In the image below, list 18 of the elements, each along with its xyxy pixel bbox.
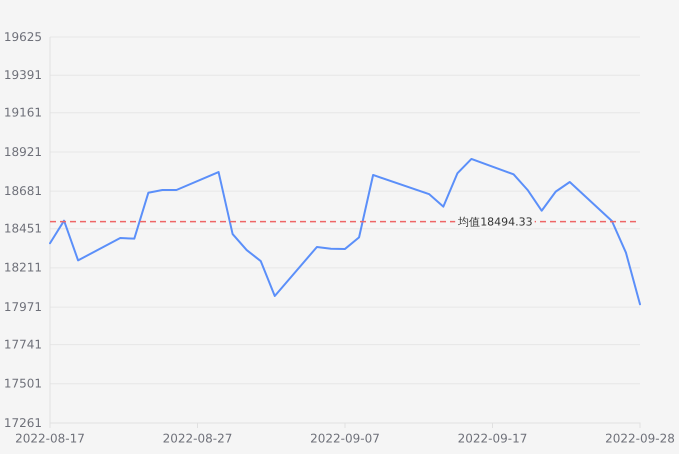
x-tick-label: 2022-09-07 [310, 432, 380, 446]
y-tick-label: 17741 [4, 337, 42, 352]
ref-line-label: 均值18494.33 [457, 215, 533, 228]
y-tick-label: 18451 [4, 222, 42, 236]
line-series [49, 158, 641, 306]
y-tick-label: 17501 [4, 376, 42, 391]
y-tick-label: 19391 [4, 68, 42, 82]
y-tick-label: 19161 [4, 106, 42, 120]
y-tick-label: 19625 [4, 30, 42, 44]
x-tick-label: 2022-09-17 [458, 432, 528, 446]
x-tick-label: 2022-09-28 [605, 432, 675, 446]
y-tick-label: 18681 [4, 184, 42, 198]
y-tick-label: 18921 [4, 144, 42, 159]
x-tick-label: 2022-08-17 [15, 432, 85, 446]
y-tick-label: 18211 [4, 260, 42, 275]
y-tick-label: 17971 [4, 300, 42, 314]
y-tick-label: 17261 [4, 416, 42, 430]
x-tick-label: 2022-08-27 [162, 432, 232, 446]
